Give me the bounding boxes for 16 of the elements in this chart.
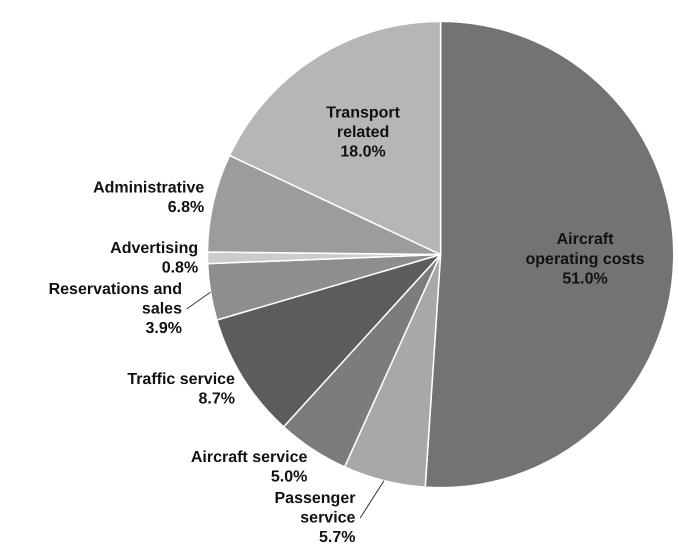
data-label: 0.8% [162,259,198,276]
data-label: 8.7% [198,390,235,408]
data-label: 6.8% [168,199,204,216]
slice-label: Aircraft service [190,448,308,466]
slice-label: Traffic service [127,371,236,388]
slice-label: Passenger service [274,490,356,526]
slice-label: Aircraft operating costs [526,231,645,268]
data-label: 5.0% [270,468,308,486]
data-label: 5.7% [318,529,356,546]
slice-label: Administrative [93,179,204,196]
slice-label: Advertising [110,240,198,257]
data-label: 3.9% [146,320,182,337]
data-label: 18.0% [340,144,386,161]
data-label: 51.0% [562,270,608,288]
slice-label: Reservations and sales [48,280,182,318]
slice-label: Transport related [326,104,401,142]
